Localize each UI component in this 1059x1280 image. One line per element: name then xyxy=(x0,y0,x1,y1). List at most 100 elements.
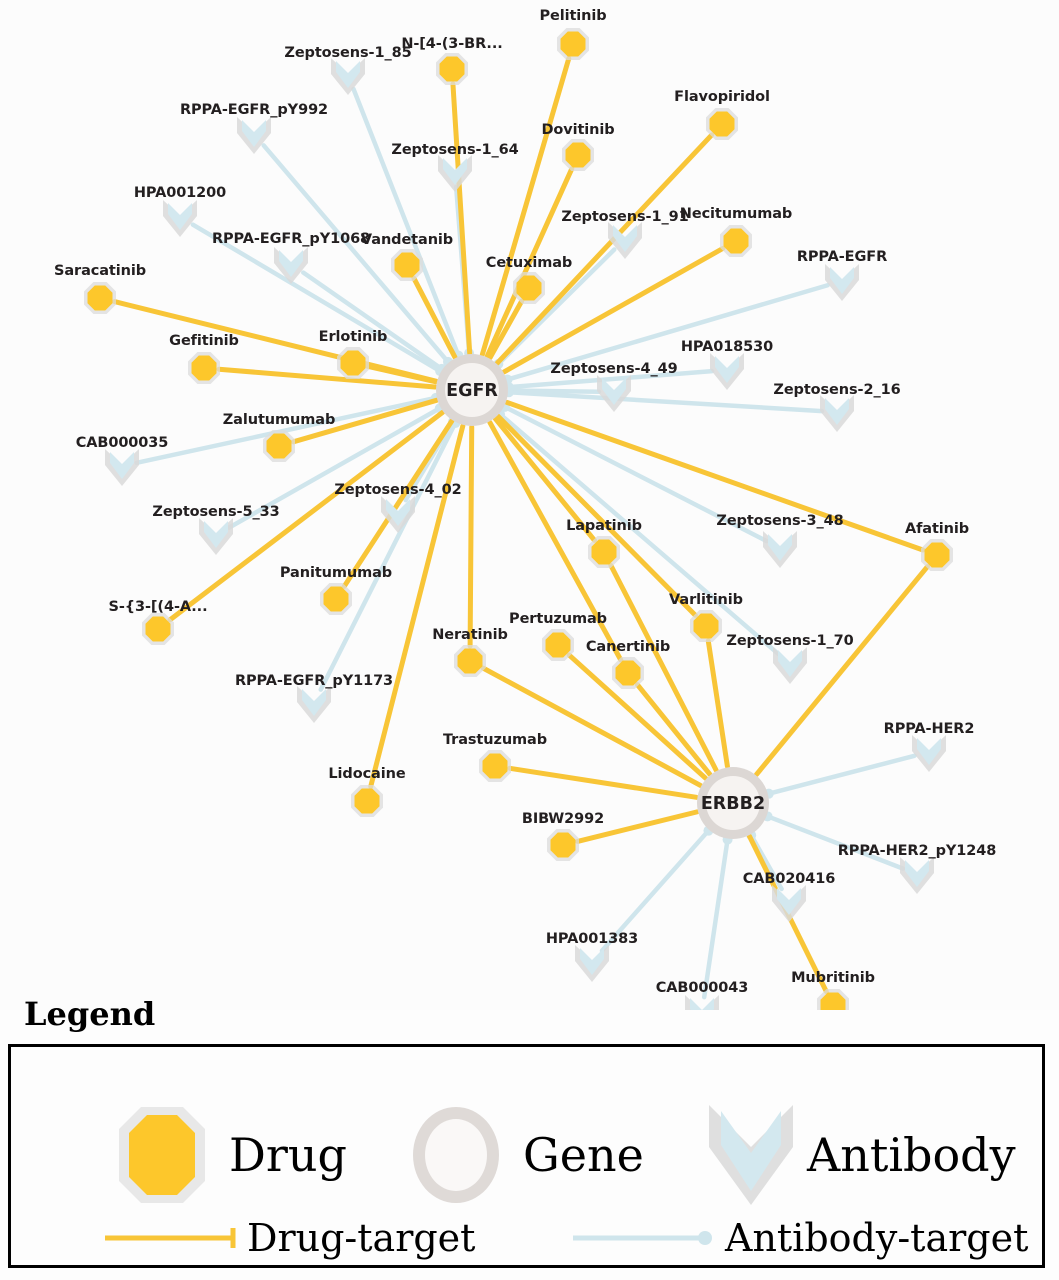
drug-node-trastuzumab[interactable] xyxy=(479,750,511,782)
antibody-target-edge xyxy=(497,411,781,657)
drug-node-s3a[interactable] xyxy=(142,613,174,645)
antibody-node-zep_1_85[interactable] xyxy=(331,58,365,95)
antibody-target-edge xyxy=(748,832,784,892)
legend-entry-drug-target: Drug-target xyxy=(103,1219,475,1257)
drug-node-panitumumab[interactable] xyxy=(320,583,352,615)
antibody-target-edge xyxy=(502,404,769,544)
antibody-node-zep_3_48[interactable] xyxy=(763,531,797,568)
drug-target-edge xyxy=(754,564,930,777)
drug-node-label: Trastuzumab xyxy=(442,732,548,748)
legend-label-drug: Drug xyxy=(229,1128,347,1182)
legend-entry-antibody-target: Antibody-target xyxy=(571,1219,1028,1257)
drug-target-edge xyxy=(494,132,715,366)
drug-node-label: Zalutumumab xyxy=(222,412,336,428)
drug-node-label: Vandetanib xyxy=(360,232,454,248)
antibody-node-hpa001200[interactable] xyxy=(163,200,197,237)
drug-node-flavopiridol[interactable] xyxy=(706,108,738,140)
legend-label-antibody-target: Antibody-target xyxy=(725,1216,1029,1260)
drug-target-edge xyxy=(705,638,730,769)
drug-node-label: Pelitinib xyxy=(539,8,607,24)
drug-node-dovitinib[interactable] xyxy=(562,139,594,171)
drug-node-mubritinib[interactable] xyxy=(817,989,849,1010)
antibody-node-zep_1_64[interactable] xyxy=(438,155,472,192)
antibody-node-cab020416[interactable] xyxy=(772,885,806,922)
antibody-node-label: HPA018530 xyxy=(680,339,774,355)
drug-node-canertinib[interactable] xyxy=(612,657,644,689)
legend-label-gene: Gene xyxy=(523,1128,644,1182)
legend-label-antibody: Antibody xyxy=(807,1128,1016,1182)
antibody-node-rppa_egfr[interactable] xyxy=(825,264,859,301)
antibody-target-edge xyxy=(506,388,602,395)
drug-node-necitumumab[interactable] xyxy=(720,225,752,257)
antibody-node-rppa_her2[interactable] xyxy=(912,735,946,772)
drug-node-vandetanib[interactable] xyxy=(391,249,423,281)
antibody-node-zep_1_70[interactable] xyxy=(773,647,807,684)
drug-target-edge xyxy=(216,366,438,390)
drug-node-varlitinib[interactable] xyxy=(690,610,722,642)
antibody-target-edge xyxy=(766,753,917,796)
drug-node-afatinib[interactable] xyxy=(921,539,953,571)
drug-node-pertuzumab[interactable] xyxy=(542,629,574,661)
drug-node-lapatinib[interactable] xyxy=(588,536,620,568)
drug-target-edge xyxy=(495,413,698,618)
antibody-target-edge xyxy=(351,86,461,358)
drug-node-label: Lidocaine xyxy=(328,766,406,782)
drug-target-edge xyxy=(450,81,473,356)
drug-node-erlotinib[interactable] xyxy=(337,347,369,379)
drug-node-pelitinib[interactable] xyxy=(557,28,589,60)
drug-target-edge xyxy=(290,397,439,445)
drug-target-edge xyxy=(341,418,455,589)
drug-node-label: Canertinib xyxy=(585,639,671,655)
drug-node-label: Dovitinib xyxy=(541,122,615,138)
drug-target-edge xyxy=(608,562,719,773)
drug-node-label: Pertuzumab xyxy=(509,611,607,627)
drug-node-label: Lapatinib xyxy=(566,518,642,534)
drug-target-edge xyxy=(167,409,446,623)
drug-node-label: Saracatinib xyxy=(53,263,147,279)
network-svg[interactable]: EGFR ERBB2 xyxy=(0,0,1059,1010)
antibody-node-cab000035[interactable] xyxy=(105,449,139,486)
antibody-node-rppa_py1068[interactable] xyxy=(274,247,308,284)
antibody-target-edge xyxy=(318,420,458,692)
antibody-node-label: HPA001383 xyxy=(545,931,639,947)
antibody-node-label: RPPA-HER2_pY1248 xyxy=(837,843,997,859)
antibody-node-rppa_py1173[interactable] xyxy=(297,686,331,723)
drug-node-neratinib[interactable] xyxy=(454,645,486,677)
legend-entry-drug: Drug xyxy=(107,1099,347,1211)
drug-node-gefitinib[interactable] xyxy=(188,352,220,384)
drug-target-edge xyxy=(575,809,700,844)
antibody-node-label: Zeptosens-4_02 xyxy=(334,482,462,498)
drug-icon xyxy=(119,1107,205,1203)
antibody-node-rppa_her2_py[interactable] xyxy=(900,857,934,894)
legend-entry-antibody: Antibody xyxy=(701,1099,1016,1211)
gene-node-labels: EGFR ERBB2 xyxy=(446,381,765,814)
drug-node-nbr[interactable] xyxy=(436,53,468,85)
antibody-node-hpa001383[interactable] xyxy=(575,945,609,982)
antibody-target-edge-icon xyxy=(573,1231,712,1245)
drug-target-edge xyxy=(411,275,458,360)
antibody-node-zep_5_33[interactable] xyxy=(199,518,233,555)
antibody-target-edge xyxy=(506,389,825,414)
gene-node-label: EGFR xyxy=(446,381,498,401)
drug-target-edge xyxy=(492,416,598,543)
drug-node-lidocaine[interactable] xyxy=(351,785,383,817)
drug-node-zalutumumab[interactable] xyxy=(263,430,295,462)
legend-box: Drug Gene Antibody Drug-target xyxy=(8,1044,1045,1268)
drug-node-cetuximab[interactable] xyxy=(513,272,545,304)
legend-title: Legend xyxy=(24,995,156,1033)
legend-entry-gene: Gene xyxy=(401,1099,644,1211)
antibody-node-hpa018530[interactable] xyxy=(710,353,744,390)
antibody-icon xyxy=(709,1105,793,1205)
drug-node-saracatinib[interactable] xyxy=(84,282,116,314)
network-canvas[interactable]: EGFR ERBB2 Zeptosens-1_85 RPPA-EGFR_pY992 Z… xyxy=(0,0,1059,1010)
antibody-node-zep_2_16[interactable] xyxy=(820,395,854,432)
antibody-node-label: HPA001200 xyxy=(133,185,227,201)
legend-label-drug-target: Drug-target xyxy=(247,1216,476,1260)
drug-node-label: Flavopiridol xyxy=(674,89,770,105)
drug-node-label: Gefitinib xyxy=(169,333,239,349)
antibody-node-label: Zeptosens-1_91 xyxy=(561,209,689,225)
drug-node-label: Panitumumab xyxy=(279,565,393,581)
drug-node-label: BIBW2992 xyxy=(521,811,605,827)
drug-node-bibw2992[interactable] xyxy=(547,829,579,861)
